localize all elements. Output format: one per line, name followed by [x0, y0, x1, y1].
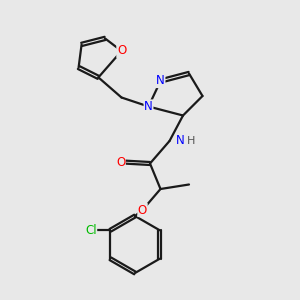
Text: H: H: [187, 136, 195, 146]
Text: N: N: [156, 74, 165, 88]
Text: N: N: [176, 134, 184, 148]
Text: O: O: [117, 44, 126, 58]
Text: O: O: [116, 155, 125, 169]
Text: Cl: Cl: [85, 224, 97, 237]
Text: N: N: [144, 100, 153, 113]
Text: O: O: [138, 203, 147, 217]
